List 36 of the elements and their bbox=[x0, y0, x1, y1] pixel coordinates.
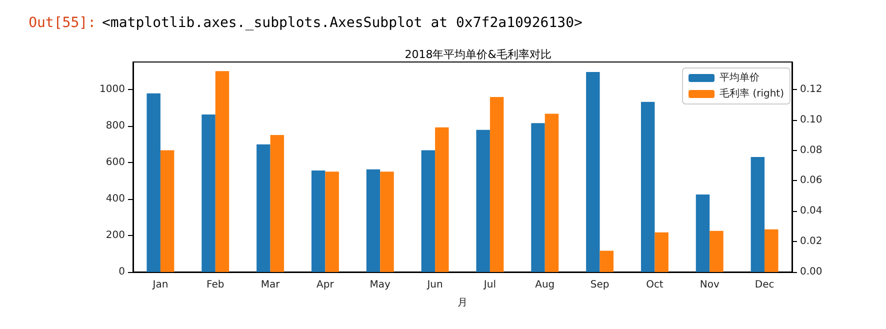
text: Out[55]: bbox=[28, 15, 97, 31]
legend-label: 平均单价 bbox=[720, 72, 760, 84]
x-tick-label: Mar bbox=[260, 280, 281, 290]
x-tick-label: Jul bbox=[482, 280, 496, 290]
y-tick-label: 1000 bbox=[100, 84, 125, 96]
x-tick-label: Nov bbox=[700, 280, 720, 290]
x-tick-label: Feb bbox=[206, 280, 224, 290]
bar bbox=[586, 72, 600, 272]
bar bbox=[654, 232, 668, 272]
y2-tick-label: 0.10 bbox=[800, 114, 822, 126]
bar bbox=[600, 250, 614, 272]
bar bbox=[750, 156, 765, 272]
x-tick-label: May bbox=[370, 280, 391, 290]
y-tick-label: 400 bbox=[106, 194, 125, 205]
y2-tick-label: 0.12 bbox=[800, 84, 822, 95]
y-tick-label: 200 bbox=[106, 230, 125, 242]
bar bbox=[640, 102, 655, 272]
legend-label: 毛利率 (right) bbox=[720, 88, 784, 100]
text: <matplotlib.axes._subplots.AxesSubplot at 0x7f2a10926130> bbox=[102, 15, 582, 31]
y2-tick-label: 0.00 bbox=[800, 266, 822, 278]
x-tick-label: Sep bbox=[590, 280, 610, 290]
x-tick-label: Jun bbox=[426, 280, 443, 290]
x-tick-label: Dec bbox=[754, 280, 774, 290]
y2-tick-label: 0.04 bbox=[800, 206, 822, 217]
y-tick-label: 0 bbox=[118, 266, 125, 278]
y-tick-label: 800 bbox=[106, 120, 125, 132]
y-tick-label: 600 bbox=[106, 157, 125, 168]
chart-title: 2018年平均单价&毛利率对比 bbox=[404, 48, 552, 61]
x-tick-label: Apr bbox=[316, 280, 335, 290]
y2-tick-label: 0.02 bbox=[800, 236, 822, 248]
y2-tick-label: 0.08 bbox=[800, 144, 822, 156]
y2-tick-label: 0.06 bbox=[800, 175, 822, 186]
x-tick-label: Aug bbox=[535, 280, 555, 290]
x-tick-label: Jan bbox=[152, 280, 168, 290]
x-axis-title: 月 bbox=[458, 298, 468, 308]
x-tick-label: Oct bbox=[646, 280, 664, 290]
